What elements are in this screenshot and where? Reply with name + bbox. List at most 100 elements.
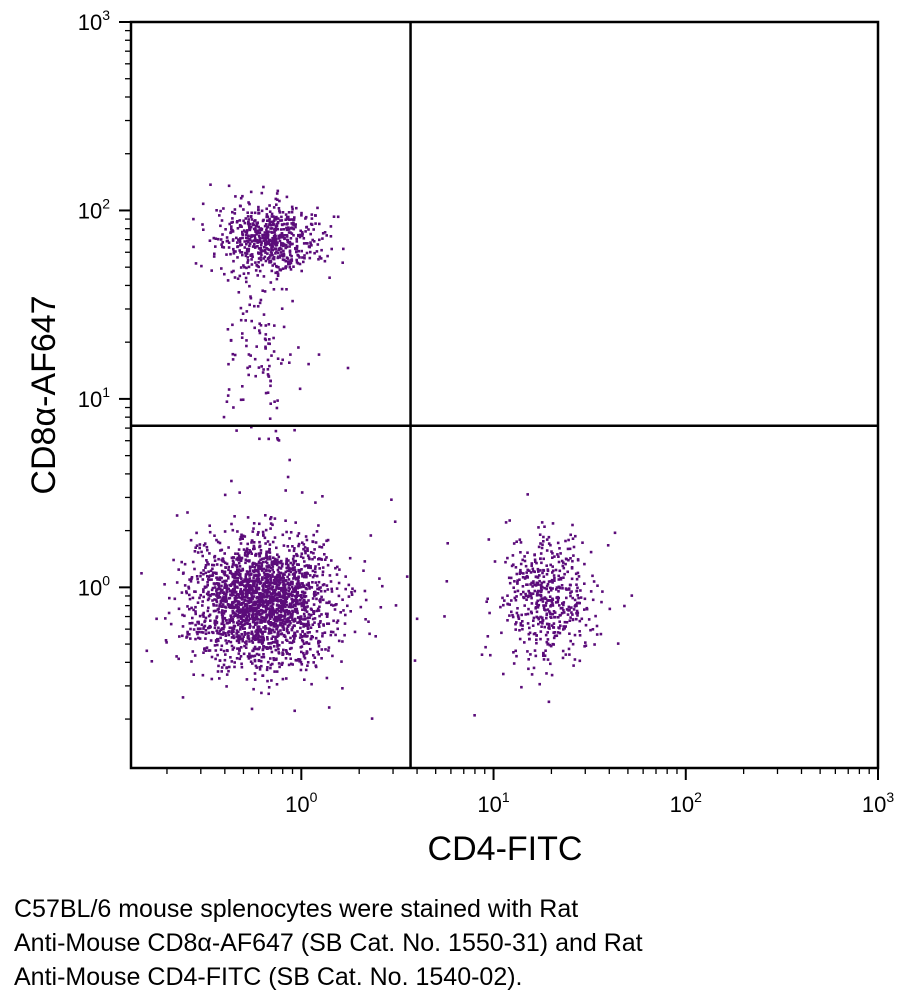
data-point — [526, 576, 529, 579]
data-point — [547, 590, 550, 594]
data-point — [556, 553, 559, 556]
data-point — [249, 624, 252, 628]
data-point — [275, 243, 279, 247]
data-point — [224, 598, 228, 602]
data-point — [559, 576, 562, 580]
data-point — [244, 641, 247, 644]
data-point — [257, 265, 260, 269]
data-point — [239, 251, 242, 254]
data-point — [277, 248, 281, 252]
data-point — [220, 558, 223, 562]
data-point — [613, 531, 617, 535]
data-point — [252, 647, 256, 651]
data-point — [344, 575, 347, 578]
data-point — [251, 612, 255, 615]
data-point — [269, 384, 272, 388]
data-point — [257, 637, 260, 640]
data-point — [520, 685, 523, 689]
data-point — [317, 644, 321, 648]
data-point — [211, 574, 215, 577]
data-point — [241, 253, 244, 257]
data-point — [238, 601, 241, 604]
data-point — [294, 589, 297, 593]
data-point — [262, 185, 265, 189]
data-point — [305, 538, 309, 542]
data-point — [272, 255, 276, 259]
data-point — [237, 596, 241, 599]
data-point — [268, 555, 272, 558]
data-point — [263, 245, 266, 249]
data-point — [255, 589, 258, 593]
data-point — [260, 241, 263, 245]
data-point — [260, 603, 263, 607]
data-point — [282, 242, 285, 246]
data-point — [241, 534, 245, 538]
data-point — [284, 620, 287, 623]
data-point — [295, 576, 299, 580]
data-point — [237, 558, 240, 562]
data-point — [594, 614, 597, 618]
data-point — [286, 569, 289, 573]
data-point — [311, 597, 315, 600]
data-point — [247, 607, 250, 610]
data-point — [284, 213, 288, 216]
data-point — [301, 234, 304, 237]
data-point — [255, 609, 258, 612]
data-point — [247, 353, 251, 356]
data-point — [266, 368, 270, 371]
data-point — [527, 589, 530, 593]
data-point — [519, 593, 523, 596]
data-point — [552, 643, 555, 646]
data-point — [257, 609, 261, 613]
data-point — [379, 606, 383, 609]
data-point — [514, 649, 517, 653]
data-point — [568, 583, 572, 587]
data-point — [271, 241, 275, 244]
data-point — [173, 597, 177, 601]
data-point — [257, 225, 260, 229]
data-point — [253, 566, 257, 569]
data-point — [264, 345, 267, 349]
data-point — [257, 560, 261, 564]
data-point — [299, 633, 302, 636]
data-point — [514, 628, 517, 631]
data-point — [262, 645, 266, 648]
data-point — [289, 621, 292, 625]
data-point — [239, 587, 243, 591]
data-point — [213, 586, 217, 589]
data-point — [238, 565, 242, 568]
data-point — [271, 231, 274, 234]
data-point — [244, 561, 247, 565]
data-point — [301, 608, 304, 611]
data-point — [265, 552, 268, 556]
data-point — [242, 264, 245, 267]
data-point — [328, 600, 331, 604]
data-point — [338, 568, 341, 571]
data-point — [534, 584, 538, 587]
data-point — [255, 666, 259, 669]
data-point — [194, 623, 197, 627]
data-point — [546, 642, 550, 646]
data-point — [262, 533, 265, 536]
data-point — [247, 373, 250, 377]
data-point — [185, 590, 188, 593]
data-point — [267, 323, 271, 326]
data-point — [578, 634, 582, 637]
data-point — [256, 600, 260, 604]
data-point — [330, 603, 333, 607]
data-point — [238, 274, 242, 278]
data-point — [337, 639, 341, 643]
data-point — [528, 631, 532, 635]
data-point — [303, 678, 306, 681]
data-point — [272, 206, 276, 209]
data-point — [542, 535, 545, 539]
data-point — [232, 630, 235, 634]
data-point — [262, 239, 265, 242]
data-point — [506, 594, 509, 597]
data-point — [217, 596, 220, 599]
data-point — [257, 211, 261, 215]
data-point — [242, 548, 246, 551]
data-point — [188, 607, 191, 611]
data-point — [282, 228, 285, 231]
data-point — [326, 588, 330, 591]
